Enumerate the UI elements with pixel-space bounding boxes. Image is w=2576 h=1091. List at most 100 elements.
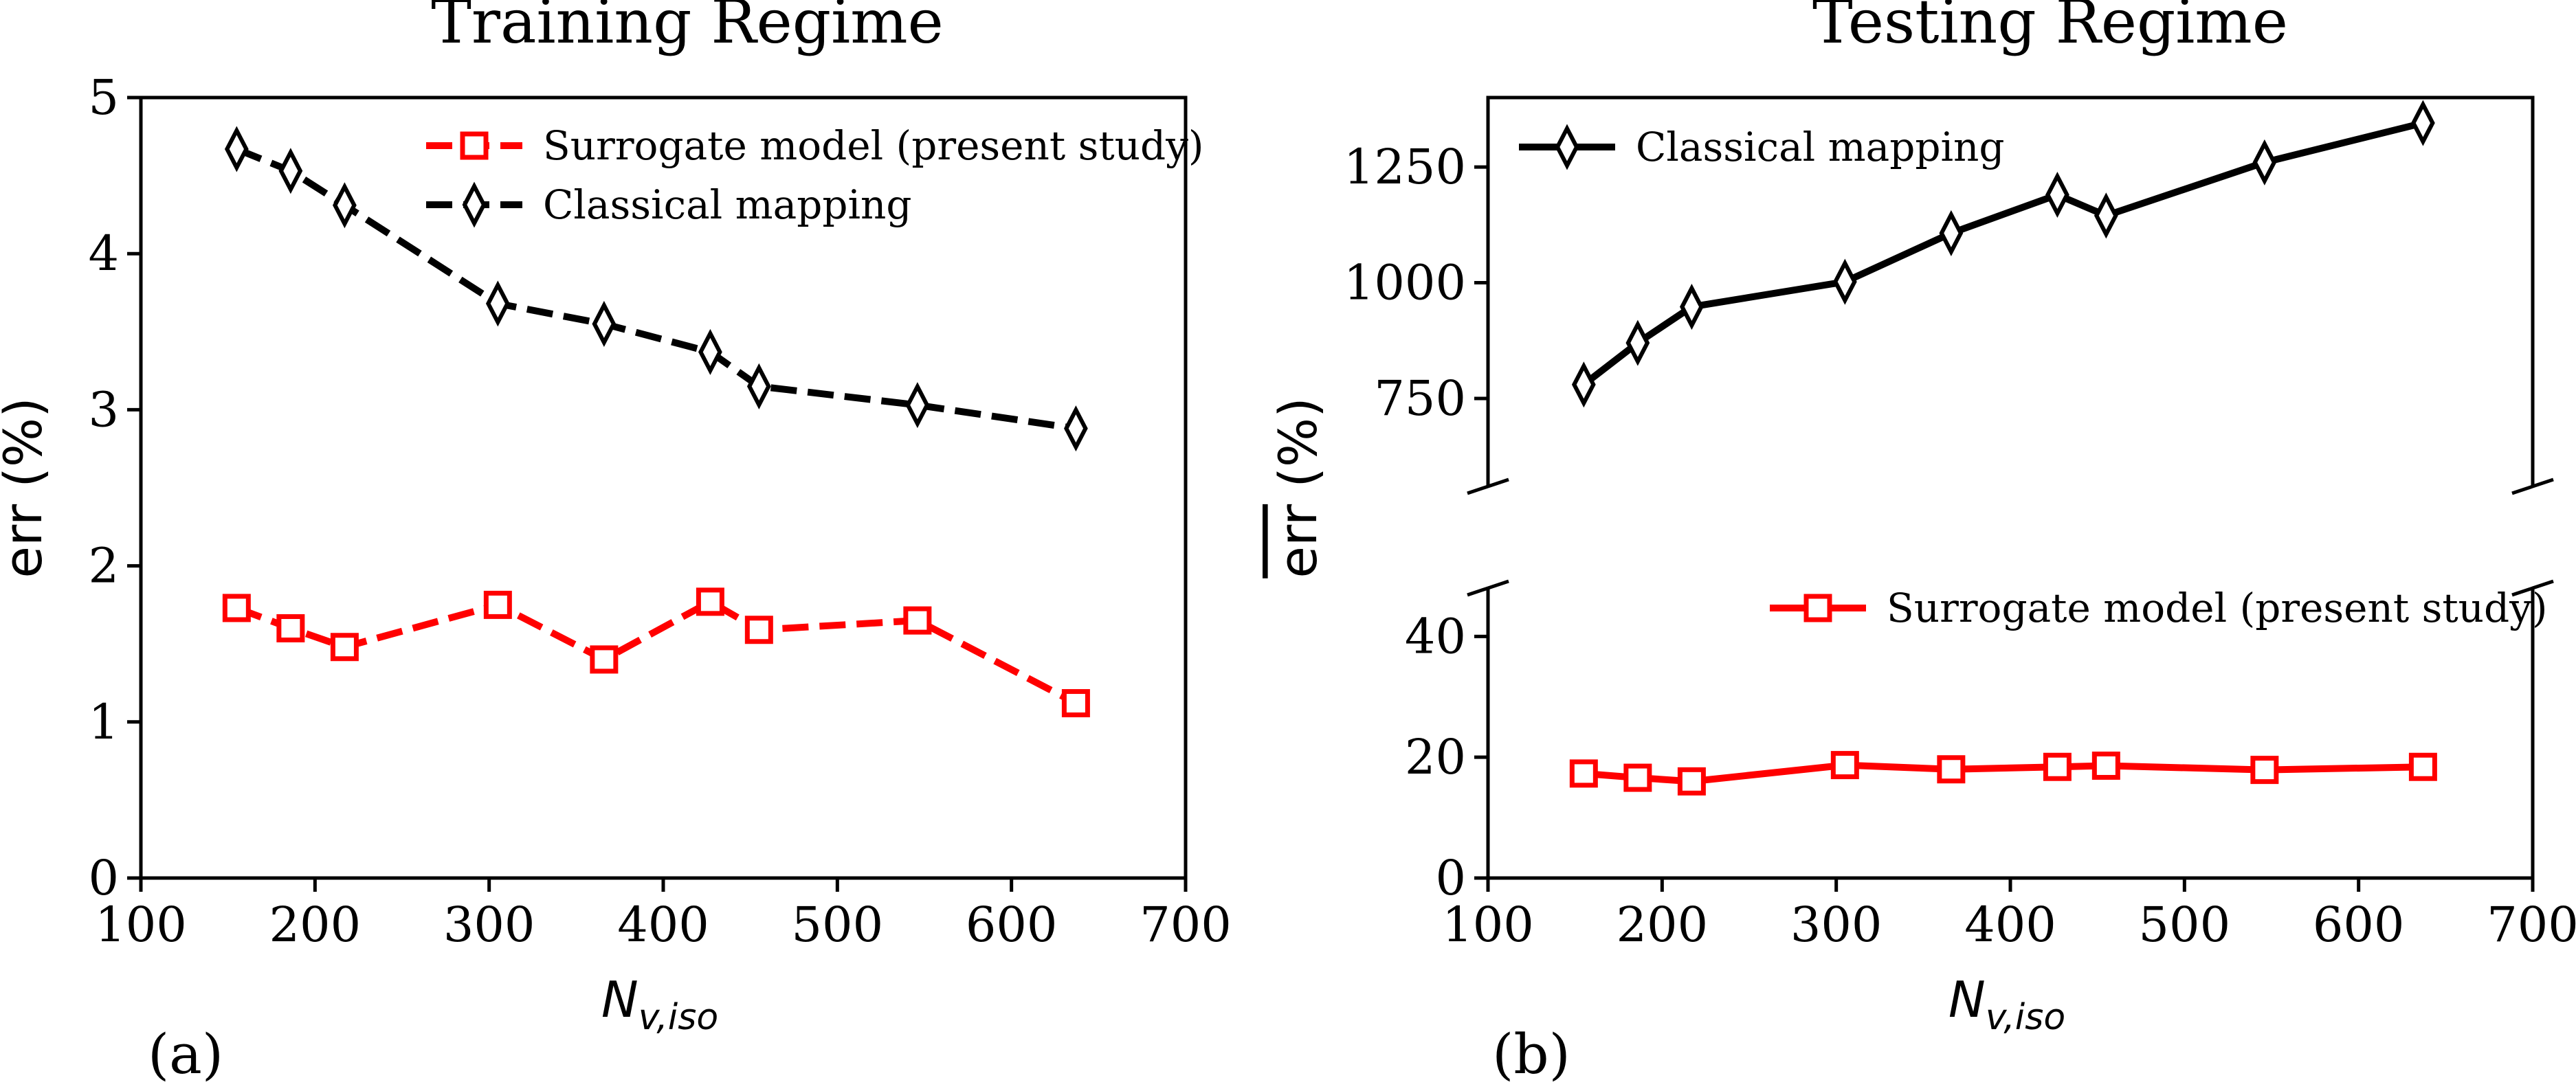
data-point-square [222, 594, 251, 622]
x-tick-label: 500 [792, 897, 884, 953]
data-point-square [1623, 763, 1652, 792]
panel-b-x-axis-label-main: N [1948, 971, 1986, 1028]
data-point-diamond [1832, 258, 1857, 305]
x-tick-label: 100 [95, 897, 187, 953]
data-point-square [1830, 751, 1859, 780]
data-point-square [2091, 751, 2120, 780]
data-point-square [1061, 689, 1090, 718]
data-point-diamond [2252, 139, 2277, 185]
panel-b-x-axis-label-sub: v,iso [1986, 997, 2065, 1038]
panel-b-lower-frame [1486, 588, 2535, 880]
data-point-diamond [1064, 405, 1088, 452]
data-point-square [2043, 752, 2072, 781]
y-tick-label: 5 [88, 69, 119, 126]
data-point-square [1803, 594, 1832, 622]
axis-break-mark [2511, 579, 2554, 597]
panel-a-label: (a) [148, 1022, 223, 1086]
panel-b-title: Testing Regime [1812, 0, 2288, 57]
panel-b-series [1569, 100, 2437, 796]
panel-a-y-ticks: 0 1 2 3 4 5 [88, 69, 141, 906]
x-tick-label: 600 [2313, 897, 2405, 953]
legend-label: Classical mapping [1636, 124, 2005, 170]
y-tick-label: 2 [88, 538, 119, 594]
x-tick-label: 400 [617, 897, 709, 953]
data-point-diamond [462, 181, 487, 228]
data-point-diamond [2411, 100, 2435, 146]
axis-break-mark [2511, 477, 2554, 495]
data-point-diamond [1625, 319, 1650, 366]
svg-text:err (%): err (%) [1267, 397, 1329, 578]
panel-b-upper-frame [1486, 95, 2535, 486]
data-point-square [2250, 756, 2279, 785]
y-tick-label: 1000 [1344, 255, 1466, 311]
y-tick-label: 0 [88, 850, 119, 906]
panel-a-legend: Surrogate model (present study) Classical… [426, 122, 1204, 228]
panel-a-x-axis-label-sub: v,iso [639, 997, 718, 1038]
axis-break-mark [1467, 477, 1509, 495]
x-tick-label: 300 [443, 897, 535, 953]
data-point-square [460, 131, 489, 160]
data-point-square [590, 645, 619, 674]
testing-regime-panel: Testing Regime 100 200 300 400 500 600 700 750… [1267, 0, 2576, 1086]
data-point-square [744, 616, 773, 644]
series-line-surrogate [1583, 761, 2423, 785]
panel-b-x-ticks: 100 200 300 400 500 600 700 [1442, 878, 2576, 953]
panel-b-legend: Classical mapping Surrogate model (presen… [1519, 124, 2548, 631]
data-point-square [903, 606, 932, 635]
data-point-square [276, 614, 305, 642]
data-point-square [330, 633, 359, 662]
data-point-square [1937, 755, 1966, 784]
x-tick-label: 200 [269, 897, 362, 953]
panel-b-y-axis-label-unit: (%) [1267, 397, 1329, 504]
x-tick-label: 100 [1442, 897, 1534, 953]
data-point-diamond [1939, 210, 1964, 256]
axis-break-mark [1467, 579, 1509, 597]
data-point-diamond [333, 182, 357, 229]
data-point-diamond [2094, 192, 2118, 239]
svg-text:err (%): err (%) [0, 397, 54, 578]
panel-b-y-ticks: 750 1000 1250 0 20 40 [1344, 139, 1488, 906]
y-tick-label: 1 [88, 694, 119, 750]
data-point-square [696, 587, 724, 616]
y-tick-label: 40 [1405, 608, 1466, 664]
series-line-surrogate [235, 598, 1078, 706]
x-tick-label: 700 [1140, 897, 1232, 953]
panel-a-x-axis-label-main: N [601, 971, 639, 1028]
panel-b-x-axis-label: Nv,iso [1948, 971, 2065, 1038]
data-point-diamond [224, 126, 249, 172]
panel-a-y-axis-label-unit: (%) [0, 397, 54, 504]
x-tick-label: 600 [966, 897, 1058, 953]
x-tick-label: 300 [1790, 897, 1883, 953]
y-tick-label: 20 [1405, 729, 1466, 785]
training-regime-panel: Training Regime 100 200 300 400 500 600 700 01… [0, 0, 1232, 1086]
legend-label: Classical mapping [543, 181, 912, 228]
data-point-diamond [746, 363, 771, 409]
data-point-diamond [2045, 171, 2069, 218]
panel-a-title: Training Regime [431, 0, 944, 57]
x-tick-label: 400 [1964, 897, 2056, 953]
x-tick-label: 500 [2139, 897, 2231, 953]
y-tick-label: 0 [1435, 850, 1466, 906]
panel-a-x-axis-label: Nv,iso [601, 971, 718, 1038]
panel-b-y-axis-label-main: err [1267, 504, 1329, 578]
data-point-square [1677, 767, 1706, 796]
panel-a-x-ticks: 100 200 300 400 500 600 700 [95, 878, 1232, 953]
y-tick-label: 4 [88, 225, 119, 282]
y-tick-label: 3 [88, 381, 119, 438]
x-tick-label: 700 [2487, 897, 2576, 953]
data-point-diamond [1555, 124, 1579, 170]
axis-break-marks [1467, 477, 2554, 597]
legend-label: Surrogate model (present study) [1887, 585, 2548, 631]
data-point-diamond [1680, 284, 1704, 330]
data-point-diamond [485, 280, 510, 327]
data-point-square [2408, 752, 2437, 781]
data-point-square [483, 590, 512, 619]
panel-b-y-axis-label: err (%) [1267, 397, 1329, 578]
data-point-diamond [278, 148, 303, 194]
panel-a-y-axis-label-main: err [0, 504, 54, 578]
data-point-diamond [592, 300, 617, 347]
y-tick-label: 750 [1374, 370, 1466, 427]
legend-label: Surrogate model (present study) [543, 122, 1204, 169]
x-tick-label: 200 [1617, 897, 1709, 953]
